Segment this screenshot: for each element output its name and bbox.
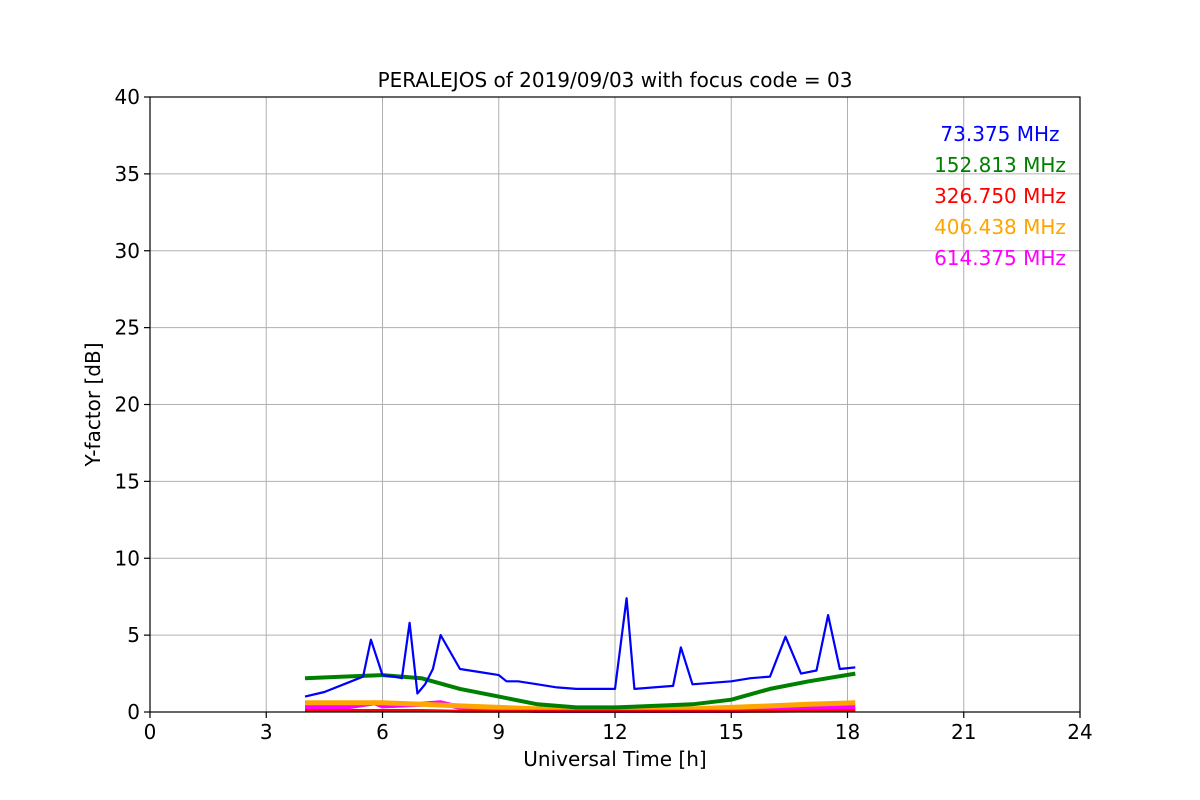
legend-entry-5: 614.375 MHz <box>934 246 1066 270</box>
legend-entry-1: 73.375 MHz <box>940 122 1059 146</box>
legend-entry-4: 406.438 MHz <box>934 215 1066 239</box>
y-tick-label: 30 <box>115 239 140 263</box>
x-tick-label: 9 <box>492 720 505 744</box>
x-axis-label: Universal Time [h] <box>523 747 706 771</box>
x-tick-label: 3 <box>260 720 273 744</box>
x-tick-label: 0 <box>144 720 157 744</box>
y-tick-label: 10 <box>115 546 140 570</box>
y-tick-label: 40 <box>115 85 140 109</box>
y-tick-label: 35 <box>115 162 140 186</box>
x-tick-label: 15 <box>719 720 744 744</box>
y-tick-label: 0 <box>127 700 140 724</box>
x-tick-label: 6 <box>376 720 389 744</box>
axes: 0 3 6 9 12 15 18 21 24 0 5 10 15 20 25 30 35 40 <box>115 85 1093 744</box>
legend-entry-2: 152.813 MHz <box>934 153 1066 177</box>
chart-title: PERALEJOS of 2019/09/03 with focus code … <box>378 68 853 92</box>
series-line-3 <box>305 709 856 713</box>
y-tick-label: 15 <box>115 469 140 493</box>
x-tick-label: 24 <box>1067 720 1092 744</box>
y-axis-label: Y-factor [dB] <box>81 342 105 467</box>
x-tick-label: 21 <box>951 720 976 744</box>
x-tick-label: 18 <box>835 720 860 744</box>
series-layer <box>304 597 856 713</box>
legend: 73.375 MHz 152.813 MHz 326.750 MHz 406.438 … <box>934 122 1066 270</box>
x-tick-label: 12 <box>602 720 627 744</box>
y-tick-label: 25 <box>115 316 140 340</box>
legend-entry-3: 326.750 MHz <box>934 184 1066 208</box>
y-tick-label: 20 <box>115 393 140 417</box>
series-line-1 <box>304 597 856 698</box>
y-tick-label: 5 <box>127 623 140 647</box>
